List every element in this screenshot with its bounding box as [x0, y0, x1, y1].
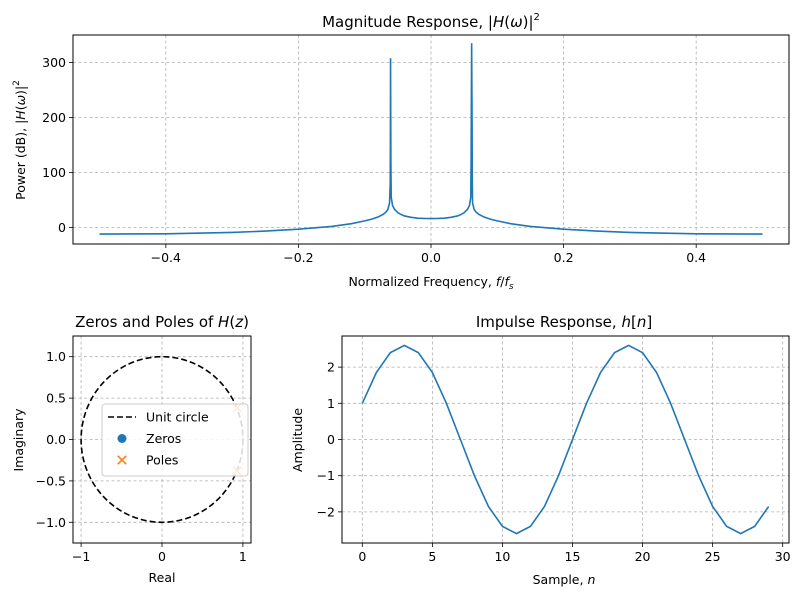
legend-label-2: Poles: [146, 453, 178, 468]
impulse-response-panel: Impulse Response, h[n] Sample, n Amplitu…: [290, 313, 791, 587]
magnitude-response-panel: Magnitude Response, |H(ω)|2 Normalized F…: [12, 12, 790, 292]
magnitude-xtick-label: −0.4: [151, 250, 181, 265]
impulse-ytick-label: −2: [317, 504, 335, 519]
impulse-ylabel: Amplitude: [290, 408, 305, 472]
impulse-ytick-label: −1: [317, 468, 335, 483]
impulse-xtick-label: 15: [565, 549, 581, 564]
legend-swatch-zeros: [117, 434, 127, 443]
magnitude-ytick-label: 300: [42, 55, 66, 70]
zp-ytick-label: −1.0: [36, 515, 66, 530]
magnitude-xlabel: Normalized Frequency, f/fs: [348, 274, 513, 292]
impulse-series-line: [361, 344, 770, 535]
impulse-xtick-label: 30: [775, 549, 791, 564]
impulse-xtick-label: 10: [494, 549, 510, 564]
magnitude-title: Magnitude Response, |H(ω)|2: [322, 12, 540, 31]
magnitude-xtick-label: 0.2: [554, 250, 574, 265]
magnitude-ylabel: Power (dB), |H(ω)|2: [12, 80, 28, 200]
zp-xtick-label: 1: [239, 549, 247, 564]
impulse-xtick-label: 5: [428, 549, 436, 564]
zp-legend: Unit circle Zeros Poles: [101, 403, 249, 477]
zp-xtick-label: −1: [72, 549, 90, 564]
zp-xtick-label: 0: [158, 549, 166, 564]
legend-swatch-poles-b: [117, 455, 127, 465]
impulse-xlabel: Sample, n: [533, 572, 596, 587]
zp-ytick-label: 0.0: [46, 432, 66, 447]
zp-ytick-label: −0.5: [36, 473, 66, 488]
magnitude-ytick-label: 100: [42, 165, 66, 180]
magnitude-series-line: [99, 43, 763, 235]
zp-xlabel: Real: [149, 570, 176, 585]
zp-ytick-label: 0.5: [46, 391, 66, 406]
impulse-xtick-label: 25: [705, 549, 721, 564]
magnitude-xtick-label: −0.2: [283, 250, 313, 265]
zp-ylabel: Imaginary: [11, 408, 26, 472]
impulse-ytick-label: 0: [327, 432, 335, 447]
magnitude-ytick-label: 200: [42, 110, 66, 125]
impulse-ytick-label: 2: [327, 360, 335, 375]
impulse-xtick-label: 20: [635, 549, 651, 564]
legend-frame: [101, 403, 249, 477]
magnitude-xtick-label: 0.0: [421, 250, 441, 265]
impulse-plot-area: [361, 344, 770, 535]
legend-label-1: Zeros: [146, 431, 181, 446]
magnitude-ytick-label: 0: [58, 220, 66, 235]
zp-ytick-label: 1.0: [46, 349, 66, 364]
impulse-ytick-label: 1: [327, 396, 335, 411]
legend-label-0: Unit circle: [146, 410, 209, 425]
zeros-poles-panel: Zeros and Poles of H(z) Real Imaginary −…: [11, 313, 252, 585]
magnitude-plot-area: [99, 43, 763, 235]
zp-title: Zeros and Poles of H(z): [75, 313, 249, 331]
impulse-title: Impulse Response, h[n]: [476, 313, 652, 331]
impulse-xtick-label: 0: [358, 549, 366, 564]
magnitude-xtick-label: 0.4: [686, 250, 706, 265]
